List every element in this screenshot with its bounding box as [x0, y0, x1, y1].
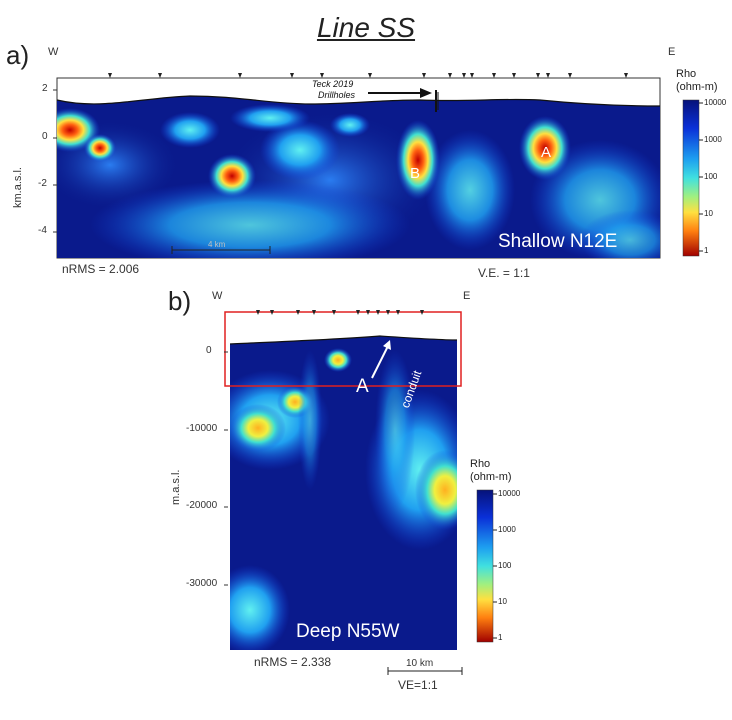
- panel-b-ytick-2: -20000: [186, 500, 218, 511]
- panel-b-ve: VE=1:1: [398, 678, 438, 692]
- panel-a-ytick-1: 0: [42, 131, 48, 142]
- figure-title: Line SS: [316, 12, 416, 43]
- drillhole-label-1: Teck 2019: [312, 79, 354, 89]
- colorbar-a-title-2: (ohm-m): [676, 81, 718, 93]
- anomaly-a-label: A: [541, 144, 552, 161]
- panel-b-west: W: [212, 290, 223, 302]
- panel-a-ve: V.E. = 1:1: [478, 266, 530, 280]
- panel-a-ytick-3: -4: [38, 225, 47, 236]
- colorbar-a-tick-0: 10000: [704, 98, 727, 107]
- panel-a-y-label: km.a.s.l.: [12, 167, 24, 208]
- colorbar-b-title-2: (ohm-m): [470, 471, 512, 483]
- colorbar-shallow: [682, 99, 703, 257]
- colorbar-a-tick-2: 100: [704, 172, 718, 181]
- panel-b-letter: b): [168, 286, 192, 316]
- panel-a-letter: a): [6, 40, 30, 70]
- colorbar-deep: [476, 489, 497, 643]
- panel-a-east: E: [668, 46, 676, 58]
- colorbar-a-title-1: Rho: [676, 68, 697, 80]
- colorbar-b-tick-4: 1: [498, 633, 503, 642]
- panel-b-ytick-0: 0: [206, 345, 212, 356]
- anomaly-b-label: B: [410, 165, 421, 182]
- panel-b-inset-label: Deep N55W: [296, 621, 400, 642]
- colorbar-a-tick-4: 1: [704, 246, 709, 255]
- colorbar-b-tick-1: 1000: [498, 525, 516, 534]
- panel-a-scale-label: 4 km: [208, 240, 226, 249]
- colorbar-b-title-1: Rho: [470, 458, 491, 470]
- section-deep: [224, 310, 463, 675]
- panel-b-y-label: m.a.s.l.: [170, 469, 182, 505]
- panel-b-anomaly-a: A: [356, 376, 369, 397]
- panel-b-east: E: [463, 290, 471, 302]
- panel-b-nrms: nRMS = 2.338: [254, 655, 332, 669]
- panel-a-ytick-2: -2: [38, 178, 47, 189]
- colorbar-b-tick-0: 10000: [498, 489, 521, 498]
- section-shallow: [53, 73, 661, 259]
- colorbar-a-tick-1: 1000: [704, 135, 722, 144]
- colorbar-a-tick-3: 10: [704, 209, 713, 218]
- drillhole-label-2: Drillholes: [318, 90, 356, 100]
- panel-a-west: W: [48, 46, 59, 58]
- panel-a-nrms: nRMS = 2.006: [62, 262, 140, 276]
- panel-b-scale-label: 10 km: [406, 658, 434, 669]
- panel-b-ytick-3: -30000: [186, 578, 218, 589]
- panel-b-ytick-1: -10000: [186, 423, 218, 434]
- colorbar-b-tick-3: 10: [498, 597, 507, 606]
- panel-a-inset-label: Shallow N12E: [498, 231, 618, 252]
- panel-a-ytick-0: 2: [42, 83, 48, 94]
- colorbar-b-tick-2: 100: [498, 561, 512, 570]
